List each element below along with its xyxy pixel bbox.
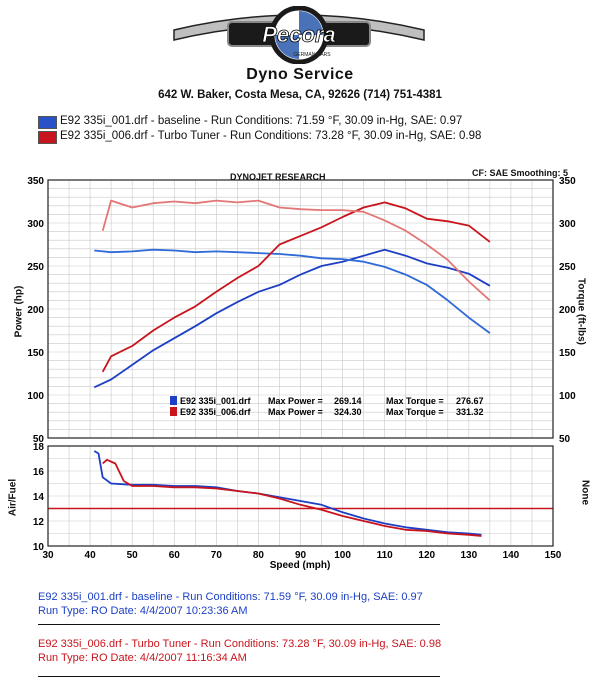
logo-subtext: GERMAN CARS bbox=[293, 52, 331, 58]
torque-tick-label: 250 bbox=[559, 262, 576, 273]
power-tick-label: 200 bbox=[27, 305, 44, 316]
airfuel-tick-label: 10 bbox=[33, 542, 45, 553]
speed-tick-label: 70 bbox=[211, 550, 223, 561]
power-tick-label: 100 bbox=[27, 391, 44, 402]
airfuel-chart-series bbox=[93, 450, 482, 537]
airfuel-tick-label: 12 bbox=[33, 517, 45, 528]
main-chart-series bbox=[93, 199, 491, 389]
torque-tick-label: 150 bbox=[559, 348, 576, 359]
torque-tick-label: 50 bbox=[559, 434, 571, 445]
torque-axis-ticks: 50 100 150 200 250 300 350 bbox=[559, 176, 576, 445]
speed-tick-label: 30 bbox=[42, 550, 54, 561]
airfuel-tick-label: 18 bbox=[33, 442, 45, 453]
speed-tick-label: 80 bbox=[253, 550, 265, 561]
airfuel-plot-frame bbox=[47, 445, 554, 547]
power-tick-label: 350 bbox=[27, 176, 44, 187]
run-1-label: E92 335i_001.drf - baseline - Run Condit… bbox=[60, 115, 463, 127]
torque-tick-label: 100 bbox=[559, 391, 576, 402]
speed-tick-label: 120 bbox=[418, 550, 435, 561]
legend-run-1-name: E92 335i_001.drf bbox=[180, 396, 252, 406]
bottom-run-1-conditions: E92 335i_001.drf - baseline - Run Condit… bbox=[38, 591, 423, 603]
speed-tick-label: 50 bbox=[127, 550, 139, 561]
logo-text: Pecora bbox=[262, 22, 335, 47]
series-line-power-run-2 bbox=[101, 201, 491, 373]
speed-tick-label: 110 bbox=[377, 550, 394, 561]
legend-run-2-power-label: Max Power = bbox=[268, 407, 323, 417]
speed-axis-ticks: 30 40 50 60 70 80 90 100 110 120 130 140 150 bbox=[42, 550, 561, 561]
chart-correction-info: CF: SAE Smoothing: 5 bbox=[472, 168, 568, 178]
main-plot-frame bbox=[47, 179, 554, 439]
bottom-run-2-date: Run Type: RO Date: 4/4/2007 11:16:34 AM bbox=[38, 652, 247, 664]
legend-run-2-name: E92 335i_006.drf bbox=[180, 407, 252, 417]
power-tick-label: 150 bbox=[27, 348, 44, 359]
legend-run-2-max-torque: 331.32 bbox=[456, 407, 484, 417]
bottom-run-2-conditions: E92 335i_006.drf - Turbo Tuner - Run Con… bbox=[38, 638, 442, 650]
bottom-divider-1 bbox=[38, 624, 440, 625]
torque-tick-label: 350 bbox=[559, 176, 576, 187]
run-2-swatch bbox=[38, 131, 57, 144]
speed-tick-label: 140 bbox=[503, 550, 520, 561]
bottom-run-1-date: Run Type: RO Date: 4/4/2007 10:23:36 AM bbox=[38, 605, 248, 617]
chart-title: DYNOJET RESEARCH bbox=[230, 172, 326, 182]
airfuel-line-run-2 bbox=[102, 458, 482, 537]
airfuel-tick-label: 14 bbox=[33, 492, 45, 503]
legend-swatch-run-2 bbox=[170, 407, 177, 416]
power-tick-label: 50 bbox=[33, 434, 45, 445]
series-line-torque-run-2 bbox=[101, 199, 491, 302]
run-2-label: E92 335i_006.drf - Turbo Tuner - Run Con… bbox=[60, 130, 482, 142]
legend-run-2-max-power: 324.30 bbox=[334, 407, 362, 417]
torque-tick-label: 300 bbox=[559, 219, 576, 230]
speed-tick-label: 60 bbox=[169, 550, 181, 561]
dyno-chart: 50 100 150 200 250 300 350 50 100 150 200 250 300 35… bbox=[27, 176, 576, 571]
airfuel-axis-ticks: 10 12 14 16 18 bbox=[33, 442, 45, 553]
airfuel-tick-label: 16 bbox=[33, 467, 45, 478]
legend-run-1-max-torque: 276.67 bbox=[456, 396, 484, 406]
speed-tick-label: 100 bbox=[334, 550, 351, 561]
legend-run-1-max-power: 269.14 bbox=[334, 396, 362, 406]
run-1-swatch bbox=[38, 116, 57, 129]
torque-tick-label: 200 bbox=[559, 305, 576, 316]
speed-axis-title: Speed (mph) bbox=[270, 560, 331, 571]
page-title: Dyno Service bbox=[246, 66, 354, 83]
series-line-power-run-1 bbox=[93, 248, 491, 389]
series-line-torque-run-1 bbox=[94, 248, 491, 334]
legend-run-1-power-label: Max Power = bbox=[268, 396, 323, 406]
pecora-logo: Pecora GERMAN CARS bbox=[173, 6, 425, 64]
speed-tick-label: 150 bbox=[545, 550, 562, 561]
power-tick-label: 300 bbox=[27, 219, 44, 230]
legend-run-2-torque-label: Max Torque = bbox=[386, 407, 444, 417]
bottom-divider-2 bbox=[38, 676, 440, 677]
speed-tick-label: 90 bbox=[295, 550, 307, 561]
airfuel-chart-grid bbox=[47, 445, 554, 547]
power-tick-label: 250 bbox=[27, 262, 44, 273]
power-axis-ticks: 50 100 150 200 250 300 350 bbox=[27, 176, 44, 445]
legend-swatch-run-1 bbox=[170, 396, 177, 405]
legend-run-1-torque-label: Max Torque = bbox=[386, 396, 444, 406]
shop-address: 642 W. Baker, Costa Mesa, CA, 92626 (714… bbox=[158, 89, 442, 101]
speed-tick-label: 40 bbox=[85, 550, 97, 561]
airfuel-line-run-1 bbox=[93, 450, 482, 536]
speed-tick-label: 130 bbox=[460, 550, 477, 561]
